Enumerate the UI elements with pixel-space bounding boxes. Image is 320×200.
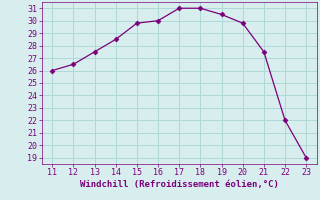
X-axis label: Windchill (Refroidissement éolien,°C): Windchill (Refroidissement éolien,°C) [80, 180, 279, 189]
